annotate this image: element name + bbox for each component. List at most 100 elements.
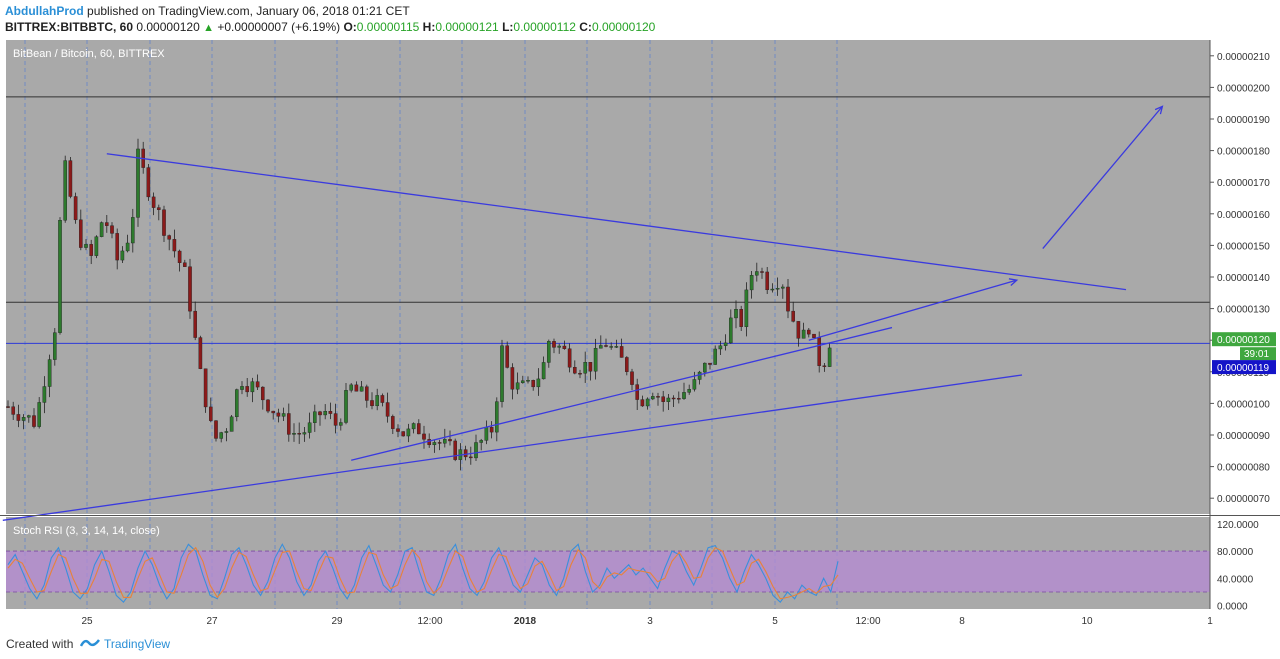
candle-body bbox=[198, 337, 203, 369]
candle-body bbox=[547, 341, 551, 363]
chart-title: BitBean / Bitcoin, 60, BITTREX bbox=[13, 48, 165, 60]
projection-arrow[interactable] bbox=[808, 279, 1017, 341]
candle-body bbox=[437, 442, 442, 444]
candle-body bbox=[656, 396, 660, 398]
candle-body bbox=[521, 380, 525, 383]
candle-body bbox=[333, 413, 338, 426]
candle-body bbox=[770, 288, 775, 291]
candle-body bbox=[599, 345, 603, 349]
candle-body bbox=[21, 417, 26, 421]
candle-body bbox=[755, 271, 759, 276]
candle-body bbox=[224, 431, 229, 433]
candle-body bbox=[635, 384, 639, 400]
candle-body bbox=[422, 433, 426, 440]
candle-body bbox=[692, 379, 697, 390]
candle-body bbox=[53, 332, 57, 360]
projection-arrow[interactable] bbox=[1042, 105, 1163, 249]
tradingview-logo-icon bbox=[80, 639, 100, 647]
last-price-tag bbox=[1212, 360, 1276, 375]
candle-body bbox=[484, 427, 489, 441]
y-tick-label: 0.00000180 bbox=[1217, 147, 1270, 158]
x-tick-label: 5 bbox=[772, 616, 778, 627]
trendline[interactable] bbox=[106, 153, 1127, 291]
candle-body bbox=[68, 160, 73, 197]
x-tick-label: 2018 bbox=[514, 616, 537, 627]
candle-body bbox=[661, 396, 665, 402]
candle-body bbox=[515, 382, 520, 390]
candle-body bbox=[229, 416, 234, 432]
candle-body bbox=[552, 341, 556, 348]
candle-body bbox=[443, 439, 447, 444]
x-axis-background[interactable] bbox=[0, 610, 1210, 630]
candle-body bbox=[531, 380, 535, 388]
candle-body bbox=[463, 449, 468, 458]
candle-body bbox=[588, 362, 593, 372]
trendline[interactable] bbox=[351, 326, 893, 461]
candle-body bbox=[448, 439, 452, 442]
candle-body bbox=[385, 402, 390, 417]
candle-body bbox=[32, 415, 36, 427]
candle-body bbox=[807, 329, 811, 335]
candle-body bbox=[94, 236, 99, 256]
candle-body bbox=[578, 372, 582, 375]
candle-body bbox=[156, 207, 161, 210]
candle-body bbox=[573, 367, 577, 374]
candle-body bbox=[697, 371, 702, 380]
stoch-rsi-band bbox=[6, 551, 1210, 592]
candle-body bbox=[115, 233, 119, 261]
close-value: 0.00000120 bbox=[591, 20, 656, 34]
chart-canvas[interactable]: 0.00000070 0.00000080 0.00000090 0.00000100… bbox=[0, 0, 1280, 630]
candle-body bbox=[630, 371, 634, 385]
candle-body bbox=[120, 250, 125, 261]
high-value: 0.00000121 bbox=[435, 20, 499, 34]
candle-body bbox=[203, 368, 208, 408]
candle-body bbox=[583, 362, 587, 374]
y-tick-label: 0.00000090 bbox=[1217, 431, 1270, 442]
author-link[interactable]: AbdullahProd bbox=[5, 4, 84, 18]
candle-body bbox=[401, 431, 406, 437]
arrowhead-icon bbox=[1008, 278, 1019, 286]
x-tick-label: 8 bbox=[959, 616, 965, 627]
candle-body bbox=[474, 442, 478, 459]
candle-body bbox=[536, 378, 541, 388]
candle-body bbox=[318, 411, 322, 416]
candle-body bbox=[708, 362, 712, 365]
candle-body bbox=[193, 310, 198, 338]
candle-body bbox=[567, 348, 572, 368]
countdown-tag bbox=[1240, 347, 1276, 361]
tradingview-link[interactable]: TradingView bbox=[104, 637, 171, 651]
candle-body bbox=[619, 346, 624, 358]
candle-body bbox=[172, 239, 177, 252]
candle-body bbox=[136, 148, 140, 218]
trendline[interactable] bbox=[2, 374, 1023, 521]
x-tick-label: 3 bbox=[647, 616, 653, 627]
candle-body bbox=[775, 288, 780, 290]
publish-line: AbdullahProd published on TradingView.co… bbox=[5, 4, 410, 18]
candle-body bbox=[219, 432, 224, 439]
candle-body bbox=[182, 262, 187, 267]
candle-body bbox=[411, 423, 416, 430]
candle-body bbox=[266, 399, 270, 412]
candle-body bbox=[84, 244, 88, 248]
candle-body bbox=[375, 395, 380, 407]
candle-body bbox=[718, 345, 723, 350]
candle-body bbox=[469, 456, 473, 459]
price-panel[interactable] bbox=[6, 40, 1210, 514]
y-tick-label: 0.00000150 bbox=[1217, 241, 1270, 252]
candle-body bbox=[505, 345, 510, 368]
open-label: O: bbox=[343, 20, 357, 34]
y-tick-label: 0.00000210 bbox=[1217, 52, 1270, 63]
current-price-tag bbox=[1212, 332, 1276, 347]
candle-body bbox=[313, 411, 317, 423]
candle-body bbox=[760, 271, 764, 273]
stoch-k-line bbox=[7, 543, 839, 604]
current-price-label: 0.00000120 bbox=[1217, 335, 1270, 346]
candle-body bbox=[276, 412, 281, 417]
candle-body bbox=[526, 380, 530, 382]
high-label: H: bbox=[422, 20, 436, 34]
candle-body bbox=[677, 398, 681, 400]
rsi-y-tick-label: 80.0000 bbox=[1217, 547, 1254, 558]
y-tick-label: 0.00000070 bbox=[1217, 494, 1270, 505]
low-value: 0.00000112 bbox=[513, 20, 576, 34]
candle-body bbox=[479, 440, 484, 443]
